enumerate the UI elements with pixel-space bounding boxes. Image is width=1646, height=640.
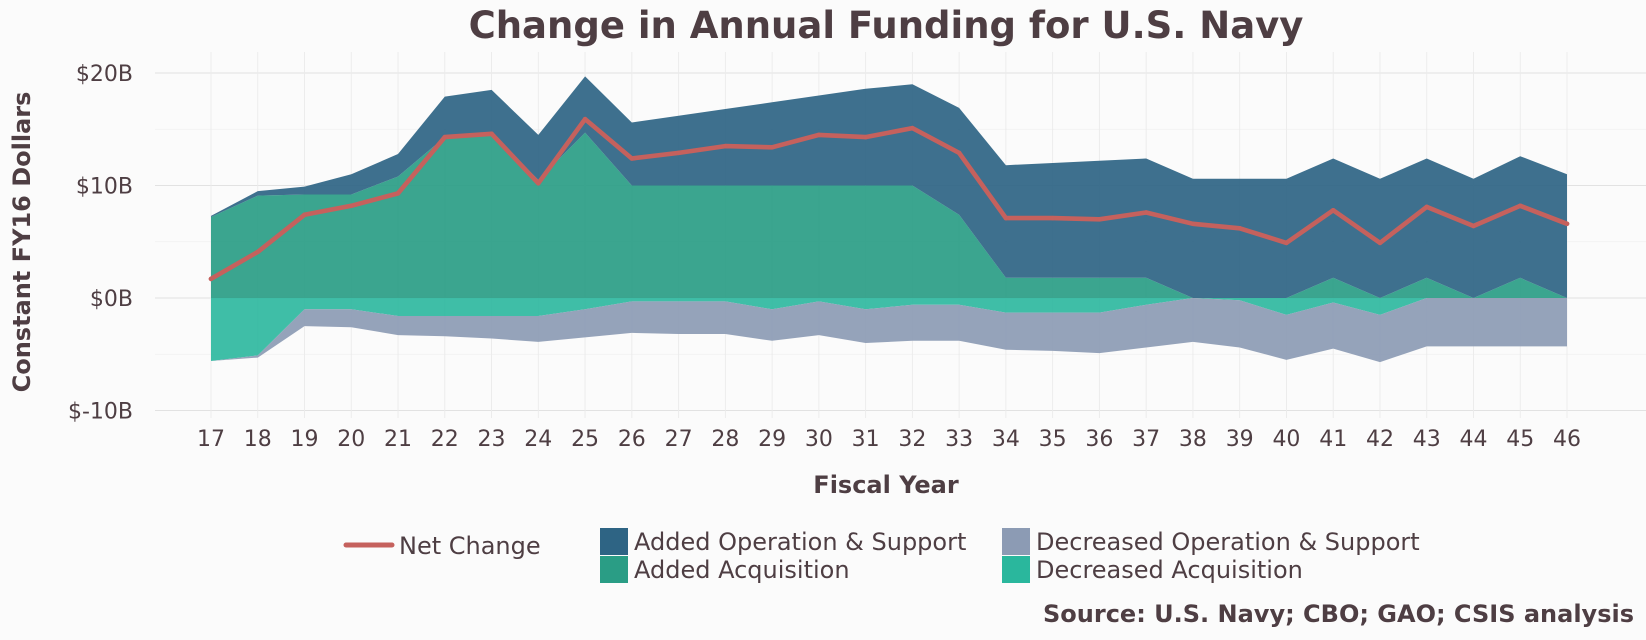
x-tick-label: 25: [571, 427, 599, 452]
net-change-point: [1564, 221, 1570, 227]
y-tick-label: $10B: [76, 175, 133, 200]
x-tick-label: 46: [1553, 427, 1581, 452]
x-tick-label: 32: [898, 427, 926, 452]
x-tick-label: 30: [805, 427, 833, 452]
x-tick-label: 35: [1039, 427, 1067, 452]
net-change-line: [208, 116, 1570, 282]
area-series-layer: [211, 76, 1567, 363]
legend: Net Change Added Operation & SupportAdded…: [343, 528, 1420, 584]
y-tick-label: $0B: [90, 287, 133, 312]
chart-title: Change in Annual Funding for U.S. Navy: [469, 4, 1304, 47]
net-change-point: [1190, 221, 1196, 227]
net-change-point: [1471, 223, 1476, 229]
net-change-point: [863, 134, 868, 140]
x-tick-label: 18: [244, 427, 272, 452]
net-change-layer: [208, 116, 1570, 282]
legend-label: Added Operation & Support: [634, 528, 966, 556]
net-change-point: [1097, 216, 1102, 222]
net-change-point: [582, 116, 588, 122]
net-change-point: [1284, 240, 1289, 246]
x-tick-label: 20: [337, 427, 365, 452]
net-change-point: [723, 143, 728, 149]
net-change-point: [1143, 210, 1149, 215]
x-tick-label: 45: [1506, 427, 1534, 452]
area-added-operation-support: [211, 76, 1567, 299]
x-tick-label: 21: [384, 427, 412, 452]
x-tick-label: 29: [758, 427, 786, 452]
x-tick-label: 17: [197, 427, 225, 452]
y-axis-label: Constant FY16 Dollars: [8, 92, 36, 393]
x-tick-label: 23: [478, 427, 506, 452]
x-tick-label: 38: [1179, 427, 1207, 452]
legend-label: Net Change: [399, 532, 541, 560]
net-change-point: [676, 150, 681, 156]
x-tick-label: 34: [992, 427, 1020, 452]
net-change-point: [1237, 225, 1242, 231]
x-tick-label: 31: [852, 427, 880, 452]
x-tick-label: 24: [524, 427, 552, 452]
x-tick-label: 43: [1413, 427, 1441, 452]
net-change-point: [1424, 204, 1430, 210]
area-decreased-operation-support: [211, 298, 1567, 363]
x-tick-label: 22: [431, 427, 459, 452]
net-change-point: [536, 180, 541, 186]
net-change-point: [1003, 215, 1009, 221]
net-change-point: [1377, 240, 1383, 246]
x-tick-label: 26: [618, 427, 646, 452]
x-tick-label: 42: [1366, 427, 1394, 452]
legend-label: Decreased Acquisition: [1036, 556, 1303, 584]
x-axis-label: Fiscal Year: [813, 471, 959, 499]
legend-label: Added Acquisition: [634, 556, 850, 584]
net-change-point: [629, 156, 635, 161]
net-change-point: [1330, 207, 1336, 213]
legend-label: Decreased Operation & Support: [1036, 528, 1420, 556]
x-tick-label: 40: [1272, 427, 1300, 452]
x-tick-label: 36: [1085, 427, 1113, 452]
x-tick-label: 33: [945, 427, 973, 452]
net-change-point: [910, 125, 915, 131]
net-change-point: [255, 249, 261, 255]
net-change-point: [956, 150, 962, 156]
legend-swatch: [600, 528, 628, 555]
x-tick-label: 44: [1459, 427, 1487, 452]
legend-swatch: [1002, 528, 1030, 555]
x-tick-label: 39: [1226, 427, 1254, 452]
net-change-point: [208, 276, 214, 282]
x-tick-labels: 17 18 19 20 21 22 23 24 25 26 27 28 29 30 31 32 33 34 35 36…: [197, 427, 1581, 452]
source-note: Source: U.S. Navy; CBO; GAO; CSIS analys…: [1043, 600, 1634, 628]
net-change-point: [348, 203, 354, 209]
x-tick-label: 37: [1132, 427, 1160, 452]
net-change-point: [1050, 215, 1055, 221]
x-tick-label: 41: [1319, 427, 1347, 452]
net-change-point: [302, 212, 307, 218]
y-tick-label: $20B: [76, 62, 133, 87]
net-change-point: [442, 134, 448, 140]
net-change-point: [489, 131, 494, 137]
net-change-point: [769, 144, 775, 150]
x-tick-label: 19: [291, 427, 319, 452]
y-tick-labels: $20B $10B $0B $-10B: [68, 62, 133, 425]
x-tick-label: 28: [711, 427, 739, 452]
legend-swatch: [600, 556, 628, 583]
area-added-acquisition: [211, 132, 1567, 298]
net-change-point: [395, 191, 401, 196]
net-change-point: [1517, 203, 1523, 209]
legend-swatch: [1002, 556, 1030, 583]
area-decreased-acquisition: [211, 298, 1567, 361]
y-tick-label: $-10B: [68, 400, 133, 425]
x-tick-label: 27: [665, 427, 693, 452]
net-change-point: [816, 132, 822, 138]
